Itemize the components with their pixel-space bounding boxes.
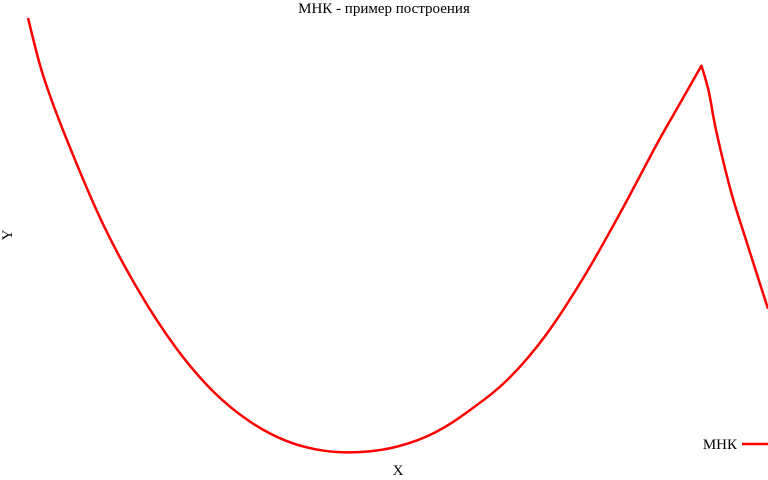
legend: МНК [703, 437, 768, 453]
chart-title: МНК - пример построения [298, 1, 470, 17]
series-line-0 [26, 17, 768, 454]
series-layer [26, 17, 768, 454]
y-axis-label: Y [0, 229, 16, 240]
x-axis-label: X [393, 463, 404, 479]
legend-label-mnk: МНК [703, 437, 738, 453]
